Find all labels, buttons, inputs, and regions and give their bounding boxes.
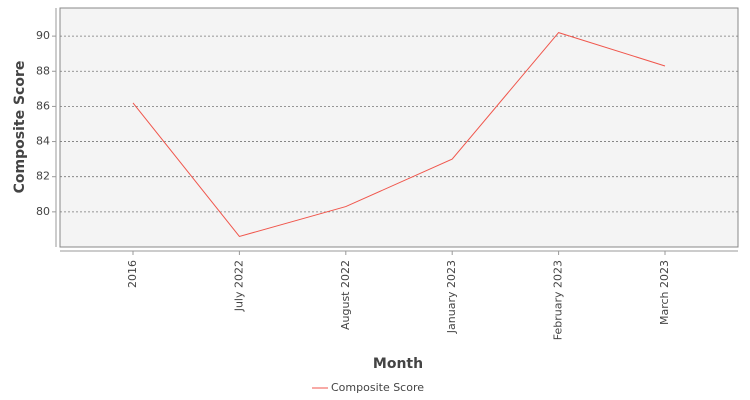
- y-tick-label: 80: [36, 205, 50, 218]
- y-tick-label: 88: [36, 64, 50, 77]
- x-tick-label: 2016: [126, 260, 139, 288]
- legend-label: Composite Score: [331, 381, 424, 394]
- plot-area: [59, 7, 739, 248]
- y-tick-label: 84: [36, 135, 50, 148]
- y-tick-label: 82: [36, 170, 50, 183]
- x-axis-title: Month: [373, 356, 423, 372]
- x-tick-label: July 2022: [232, 260, 245, 312]
- data-line: [132, 32, 666, 238]
- x-tick-label: February 2023: [552, 260, 565, 340]
- y-tick-label: 86: [36, 99, 50, 112]
- x-tick-label: August 2022: [339, 260, 352, 330]
- x-tick-label: January 2023: [445, 260, 458, 334]
- x-tick-label: March 2023: [658, 260, 671, 325]
- y-axis-title: Composite Score: [12, 61, 28, 194]
- y-tick-label: 90: [36, 29, 50, 42]
